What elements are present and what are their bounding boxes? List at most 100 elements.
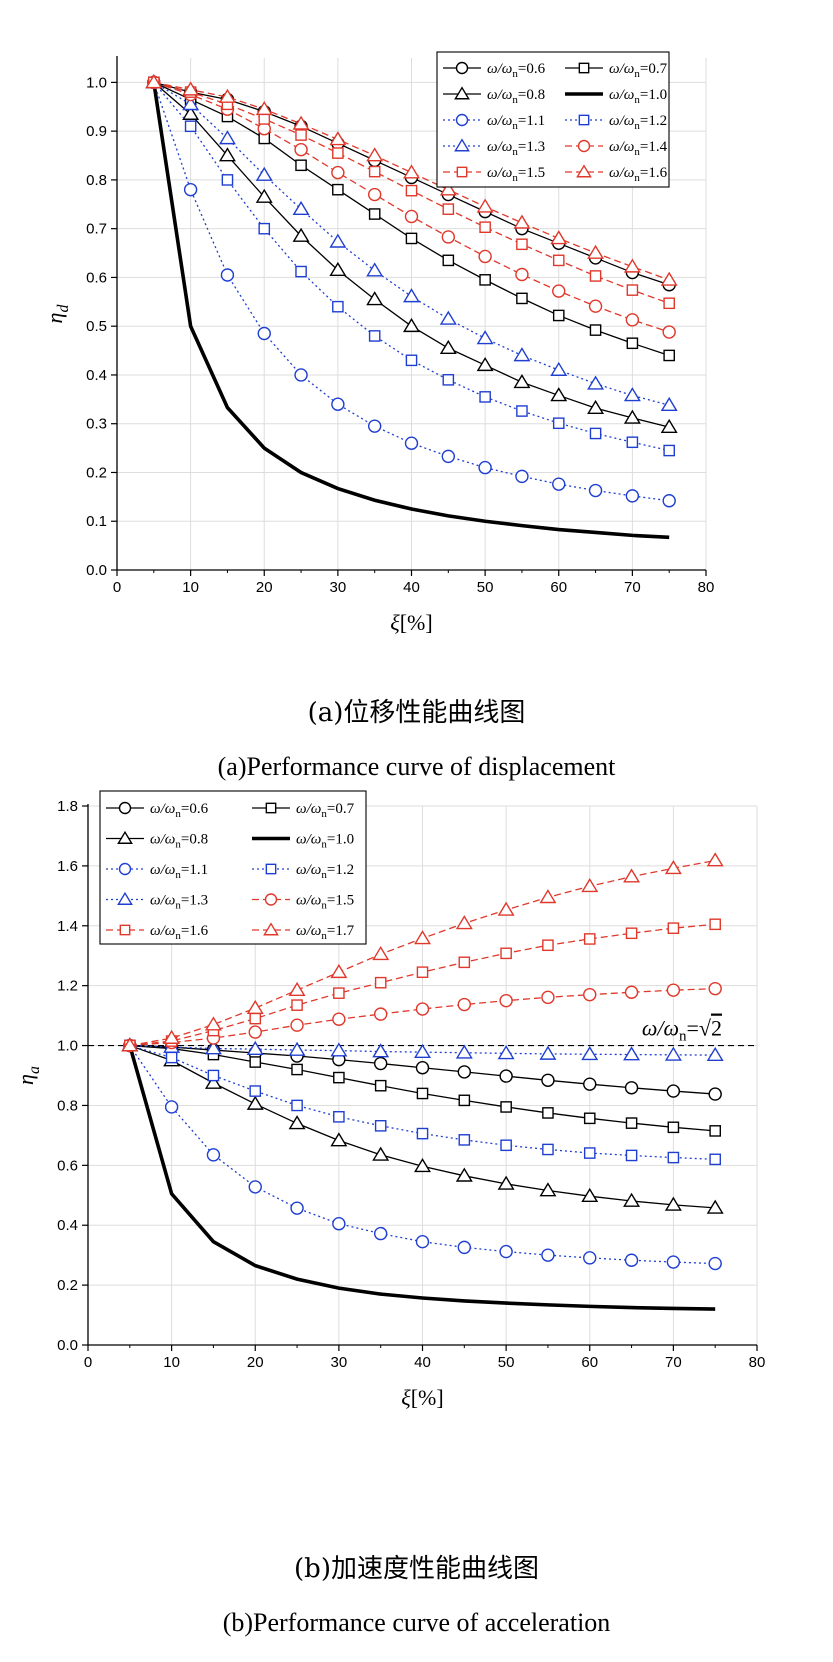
x-tick-label: 30 [331, 1354, 348, 1371]
y-tick-label: 1.0 [86, 74, 107, 91]
data-point [414, 930, 431, 945]
data-point [290, 1201, 304, 1215]
data-point [625, 489, 640, 503]
data-point [581, 1045, 599, 1061]
legend-marker [117, 891, 133, 905]
data-point [499, 993, 513, 1008]
data-point [405, 354, 418, 367]
x-tick-label: 10 [163, 1354, 180, 1371]
series-1.1 [123, 1038, 722, 1271]
data-point [478, 249, 492, 264]
data-point [258, 113, 271, 125]
data-point [184, 120, 197, 133]
data-point [663, 349, 675, 362]
data-point [457, 1065, 472, 1079]
data-point [476, 356, 494, 372]
data-point [588, 299, 603, 313]
data-point [497, 901, 515, 916]
legend-marker [265, 802, 277, 814]
data-point [662, 494, 676, 508]
data-point [583, 1147, 596, 1159]
data-point [329, 261, 347, 276]
data-point [332, 183, 344, 196]
data-point [405, 232, 418, 245]
y-tick-label: 0.2 [86, 464, 107, 481]
y-tick-label: 0.3 [86, 416, 107, 433]
y-tick-label: 0.5 [86, 318, 107, 335]
y-tick-label: 0.0 [86, 562, 107, 579]
caption-b-zh: (b)加速度性能曲线图 [294, 1554, 539, 1584]
data-point [455, 1167, 473, 1182]
data-point [706, 1046, 724, 1062]
x-tick-label: 60 [581, 1354, 598, 1371]
data-point [623, 409, 641, 424]
data-point [414, 1157, 431, 1173]
data-point [660, 418, 678, 434]
data-point [625, 927, 638, 940]
data-point [500, 1139, 512, 1152]
data-point [513, 347, 531, 362]
data-point [455, 1044, 473, 1059]
legend-marker [454, 138, 470, 152]
data-point [542, 1107, 554, 1119]
data-point [295, 265, 307, 278]
data-point [329, 233, 347, 248]
series-line [152, 82, 670, 540]
data-point [404, 209, 419, 224]
data-point [587, 244, 605, 259]
legend-label: ω/ωn=1.5 [487, 165, 545, 184]
legend-marker [456, 166, 468, 178]
y-tick-label: 0.2 [57, 1277, 78, 1294]
data-point [625, 1117, 638, 1129]
y-tick-label: 0.4 [86, 367, 107, 384]
x-tick-label: 70 [624, 579, 641, 596]
data-point [373, 1056, 388, 1071]
data-point [165, 1051, 178, 1064]
data-point [404, 436, 419, 450]
data-point [218, 130, 236, 145]
y-tick-label: 1.8 [57, 798, 78, 815]
data-point [666, 1255, 681, 1269]
data-point [439, 181, 457, 196]
legend-label: ω/ωn=1.0 [296, 832, 354, 851]
legend-label: ω/ωn=1.6 [609, 165, 668, 184]
data-point [292, 200, 310, 216]
data-point [220, 268, 235, 282]
data-point [439, 339, 457, 355]
data-point [374, 1120, 387, 1132]
x-tick-label: 0 [84, 1354, 92, 1371]
data-point [499, 1069, 513, 1083]
legend-marker [117, 830, 133, 844]
data-point [331, 165, 345, 180]
data-point [552, 417, 565, 430]
data-point [333, 1111, 345, 1123]
data-point [539, 1182, 557, 1197]
data-point [373, 1226, 388, 1241]
x-tick-label: 40 [403, 579, 420, 596]
series-0.7 [124, 1039, 721, 1137]
legend-label: ω/ωn=1.2 [609, 113, 667, 132]
legend-label: ω/ωn=0.6 [150, 801, 209, 820]
legend-marker [264, 893, 278, 906]
x-tick-label: 10 [182, 579, 199, 596]
data-point [499, 1244, 513, 1259]
data-point [587, 375, 605, 390]
data-point [515, 267, 529, 282]
data-point [442, 254, 455, 267]
x-tick-label: 50 [477, 579, 494, 596]
data-point [624, 1253, 639, 1267]
data-point [255, 166, 273, 181]
legend-label: ω/ωn=0.6 [487, 61, 546, 80]
data-point [550, 361, 568, 376]
data-point [479, 221, 491, 234]
x-tick-label: 0 [113, 579, 121, 596]
data-point [290, 1018, 304, 1032]
legend-box [436, 51, 670, 188]
data-point [183, 182, 198, 197]
data-point [516, 238, 528, 251]
legend-marker [455, 113, 469, 127]
data-point [664, 1046, 682, 1061]
data-point [294, 142, 308, 157]
data-point [403, 317, 420, 333]
data-point [515, 469, 529, 484]
